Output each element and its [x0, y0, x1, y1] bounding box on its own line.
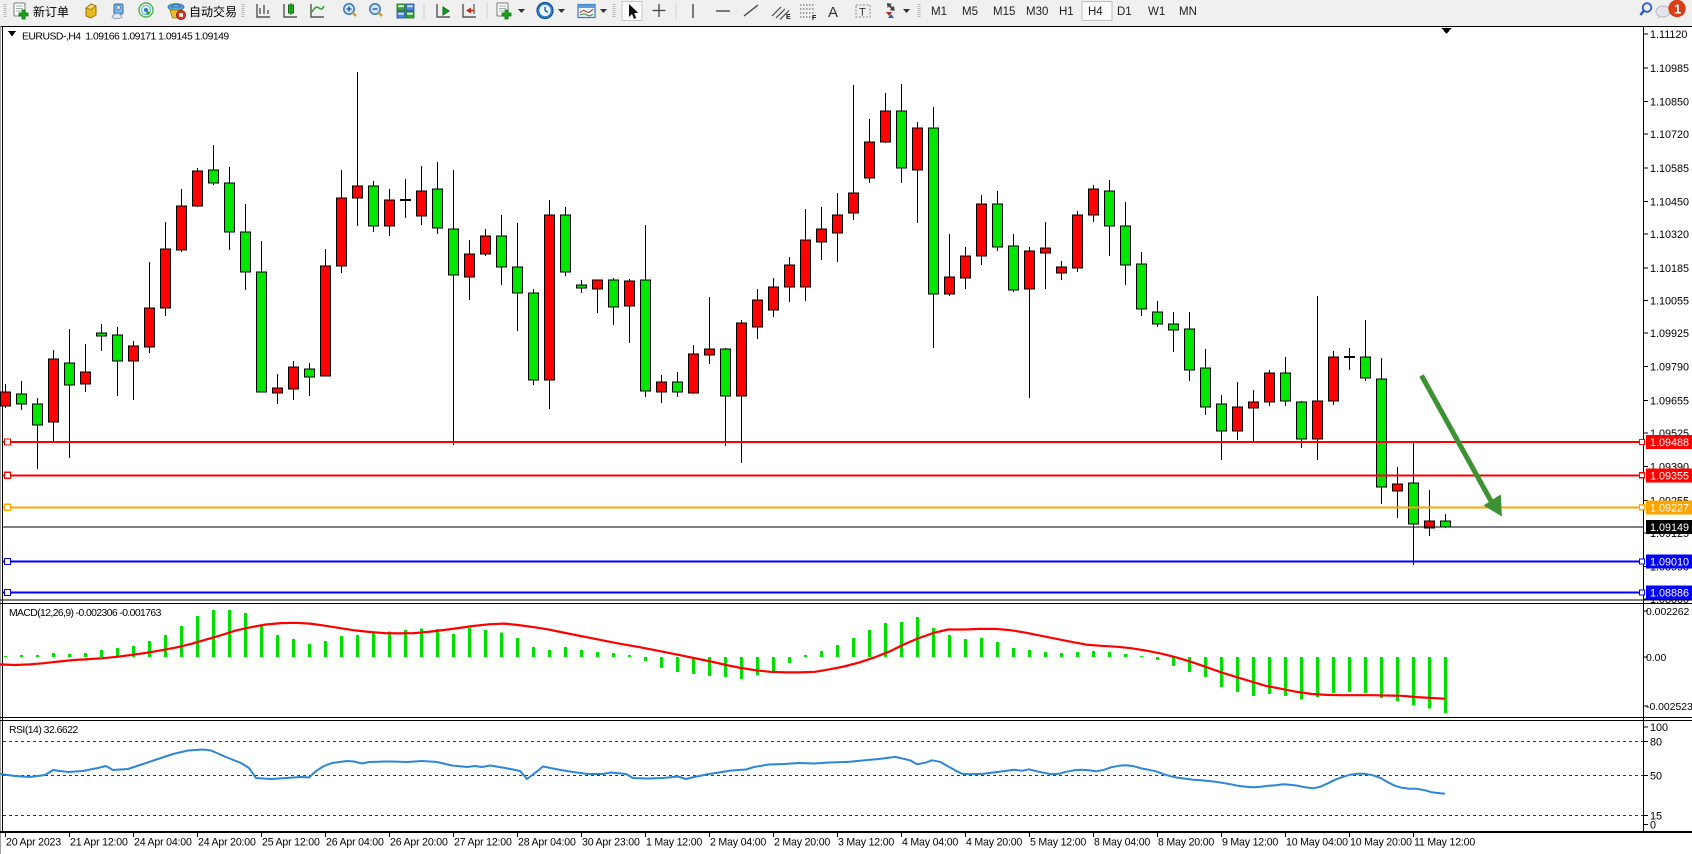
svg-text:1.09149: 1.09149	[1650, 522, 1689, 534]
svg-text:MACD(12,26,9) -0.002306 -0.001: MACD(12,26,9) -0.002306 -0.001763	[9, 608, 162, 619]
svg-text:11 May 12:00: 11 May 12:00	[1414, 837, 1475, 849]
svg-text:0.002262: 0.002262	[1646, 607, 1690, 618]
svg-text:T: T	[859, 7, 866, 19]
svg-text:24 Apr 04:00: 24 Apr 04:00	[134, 837, 192, 849]
svg-text:10 May 20:00: 10 May 20:00	[1350, 837, 1412, 849]
svg-text:10 May 04:00: 10 May 04:00	[1286, 837, 1348, 849]
svg-text:1.09227: 1.09227	[1650, 502, 1689, 514]
svg-text:1.10720: 1.10720	[1650, 129, 1689, 141]
svg-text:0: 0	[1650, 820, 1656, 832]
svg-text:1.10055: 1.10055	[1650, 295, 1689, 307]
svg-text:1.08886: 1.08886	[1650, 588, 1689, 600]
svg-text:3 May 12:00: 3 May 12:00	[838, 837, 894, 849]
svg-text:24 Apr 20:00: 24 Apr 20:00	[198, 837, 256, 849]
svg-text:1.09790: 1.09790	[1650, 362, 1689, 374]
svg-text:F: F	[812, 15, 817, 22]
svg-text:A: A	[828, 4, 838, 21]
svg-text:W1: W1	[1148, 6, 1165, 18]
svg-text:80: 80	[1650, 737, 1662, 749]
svg-text:28 Apr 04:00: 28 Apr 04:00	[518, 837, 576, 849]
svg-text:MN: MN	[1179, 6, 1197, 18]
svg-text:RSI(14) 32.6622: RSI(14) 32.6622	[9, 725, 78, 736]
svg-text:4 May 04:00: 4 May 04:00	[902, 837, 958, 849]
svg-text:2 May 04:00: 2 May 04:00	[710, 837, 766, 849]
svg-text:D1: D1	[1117, 6, 1132, 18]
svg-text:100: 100	[1650, 722, 1668, 734]
svg-text:新订单: 新订单	[33, 4, 69, 19]
svg-text:1.09925: 1.09925	[1650, 328, 1689, 340]
svg-text:M5: M5	[962, 6, 978, 18]
svg-text:1.10450: 1.10450	[1650, 197, 1689, 209]
svg-text:30 Apr 23:00: 30 Apr 23:00	[582, 837, 640, 849]
svg-text:1.09488: 1.09488	[1650, 437, 1689, 449]
svg-text:50: 50	[1650, 771, 1662, 783]
svg-text:1.09010: 1.09010	[1650, 557, 1689, 569]
svg-text:1.10585: 1.10585	[1650, 163, 1689, 175]
svg-text:15: 15	[1650, 811, 1662, 823]
svg-text:8 May 04:00: 8 May 04:00	[1094, 837, 1150, 849]
svg-text:26 Apr 04:00: 26 Apr 04:00	[326, 837, 384, 849]
svg-text:8 May 20:00: 8 May 20:00	[1158, 837, 1214, 849]
svg-text:9 May 12:00: 9 May 12:00	[1222, 837, 1278, 849]
svg-text:M30: M30	[1026, 6, 1048, 18]
svg-text:自动交易: 自动交易	[189, 4, 237, 19]
svg-text:4 May 20:00: 4 May 20:00	[966, 837, 1022, 849]
svg-text:27 Apr 12:00: 27 Apr 12:00	[454, 837, 512, 849]
svg-text:1.09355: 1.09355	[1650, 470, 1689, 482]
svg-text:H1: H1	[1059, 6, 1074, 18]
svg-text:1.10320: 1.10320	[1650, 229, 1689, 241]
svg-text:25 Apr 12:00: 25 Apr 12:00	[262, 837, 320, 849]
svg-text:1: 1	[1674, 2, 1681, 17]
svg-text:5 May 12:00: 5 May 12:00	[1030, 837, 1086, 849]
svg-text:M15: M15	[993, 6, 1015, 18]
svg-text:0.00: 0.00	[1646, 653, 1666, 664]
svg-text:-0.002523: -0.002523	[1646, 702, 1692, 713]
svg-text:1.10185: 1.10185	[1650, 263, 1689, 275]
svg-text:1.10985: 1.10985	[1650, 63, 1689, 75]
svg-text:20 Apr 2023: 20 Apr 2023	[6, 837, 61, 849]
svg-text:21 Apr 12:00: 21 Apr 12:00	[70, 837, 128, 849]
svg-text:1.10850: 1.10850	[1650, 97, 1689, 109]
svg-text:26 Apr 20:00: 26 Apr 20:00	[390, 837, 448, 849]
svg-text:H4: H4	[1088, 6, 1103, 18]
svg-text:E: E	[786, 14, 791, 21]
svg-text:1.11120: 1.11120	[1650, 29, 1687, 41]
svg-text:1 May 12:00: 1 May 12:00	[646, 837, 702, 849]
svg-text:M1: M1	[931, 6, 947, 18]
svg-text:EURUSD-,H4 1.09166 1.09171 1.: EURUSD-,H4 1.09166 1.09171 1.09145 1.091…	[22, 32, 229, 43]
svg-text:2 May 20:00: 2 May 20:00	[774, 837, 830, 849]
svg-text:1.09655: 1.09655	[1650, 395, 1689, 407]
